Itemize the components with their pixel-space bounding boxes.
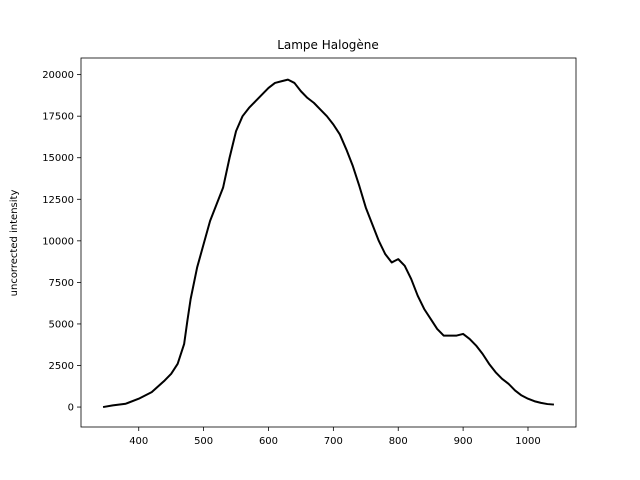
x-tick-label: 800 [389,436,408,447]
series-line-0 [102,78,555,409]
x-tick-label: 500 [194,436,213,447]
y-axis-label: uncorrected intensity [9,190,20,297]
axis-ticks: 400 500 600 700 800 900 1000025005000750010000… [42,70,541,447]
y-tick-label: 12500 [42,195,74,206]
x-tick-label: 400 [129,436,148,447]
y-tick-label: 20000 [42,70,74,81]
plot-area [102,78,555,409]
chart-title: Lampe Halogène [277,38,379,52]
y-tick-label: 17500 [42,112,74,123]
y-tick-label: 15000 [42,153,74,164]
x-tick-label: 600 [259,436,278,447]
x-tick-label: 1000 [515,436,540,447]
x-tick-label: 700 [324,436,343,447]
axes-frame [80,57,577,428]
y-tick-label: 7500 [49,278,74,289]
y-tick-label: 0 [68,403,74,414]
y-tick-label: 2500 [49,361,74,372]
x-tick-label: 900 [454,436,473,447]
y-tick-label: 10000 [42,236,74,247]
y-tick-label: 5000 [49,319,74,330]
